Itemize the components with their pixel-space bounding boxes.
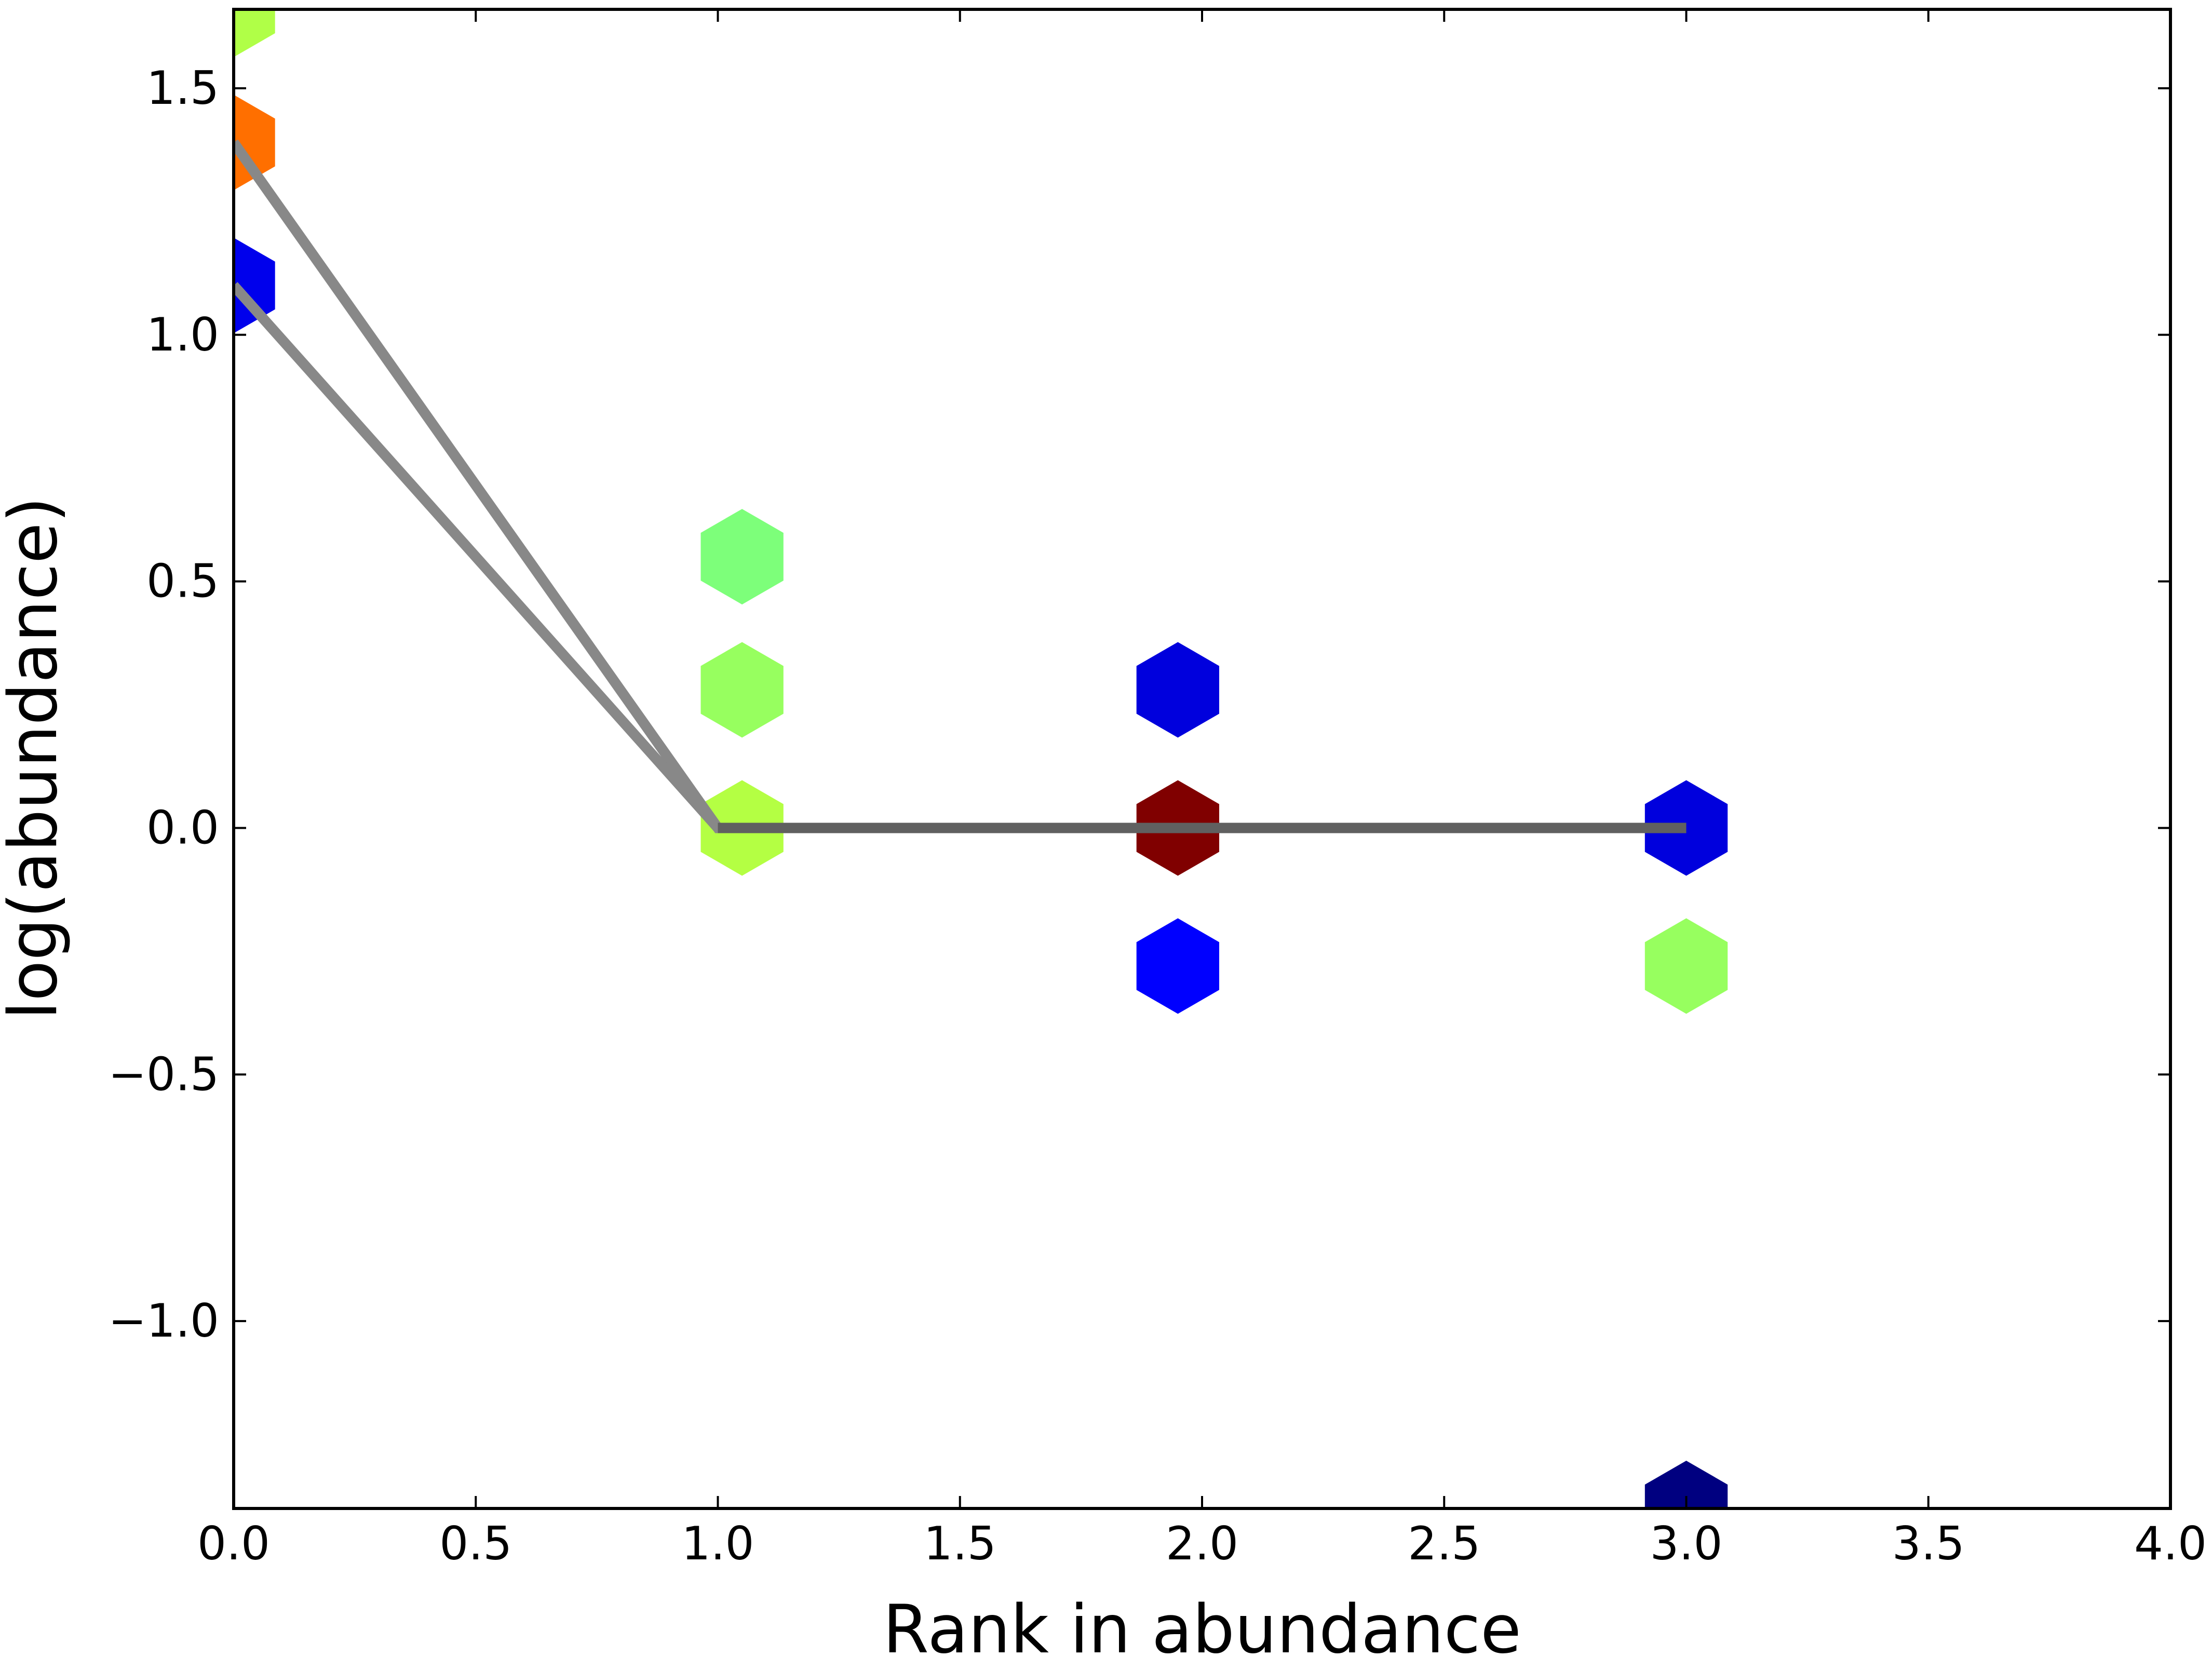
plot-area xyxy=(234,9,1728,1508)
data-point-1 xyxy=(234,95,275,191)
y-tick-label: 0.0 xyxy=(146,801,219,854)
data-point-10 xyxy=(1644,918,1728,1014)
data-point-8 xyxy=(1136,918,1219,1014)
y-tick-label: 0.5 xyxy=(146,555,219,608)
x-tick-label: 3.5 xyxy=(1892,1517,1965,1570)
x-tick-label: 1.5 xyxy=(924,1517,996,1570)
x-tick-label: 2.5 xyxy=(1408,1517,1480,1570)
data-point-2 xyxy=(234,237,275,333)
data-point-6 xyxy=(1136,642,1219,738)
y-tick-label: 1.0 xyxy=(146,308,219,361)
x-tick-label: 2.0 xyxy=(1166,1517,1238,1570)
x-tick-label: 0.5 xyxy=(439,1517,512,1570)
x-tick-label: 4.0 xyxy=(2134,1517,2207,1570)
y-tick-label: −0.5 xyxy=(108,1047,219,1101)
y-tick-label: 1.5 xyxy=(146,61,219,115)
y-tick-label: −1.0 xyxy=(108,1294,219,1347)
data-point-3 xyxy=(700,509,784,605)
ticks: 0.0 0.5 1.0 1.5 2.0 2.5 3.0 3.5 4.0 −1.0 −0.5 0.0 0.… xyxy=(108,9,2207,1570)
x-tick-label: 1.0 xyxy=(682,1517,754,1570)
x-axis-label: Rank in abundance xyxy=(883,1591,1521,1668)
data-point-4 xyxy=(700,642,784,738)
data-point-11 xyxy=(1644,1461,1728,1508)
x-tick-label: 3.0 xyxy=(1650,1517,1723,1570)
x-tick-label: 0.0 xyxy=(197,1517,270,1570)
y-axis-label: log(abundance) xyxy=(0,497,72,1020)
data-point-0 xyxy=(234,9,275,57)
